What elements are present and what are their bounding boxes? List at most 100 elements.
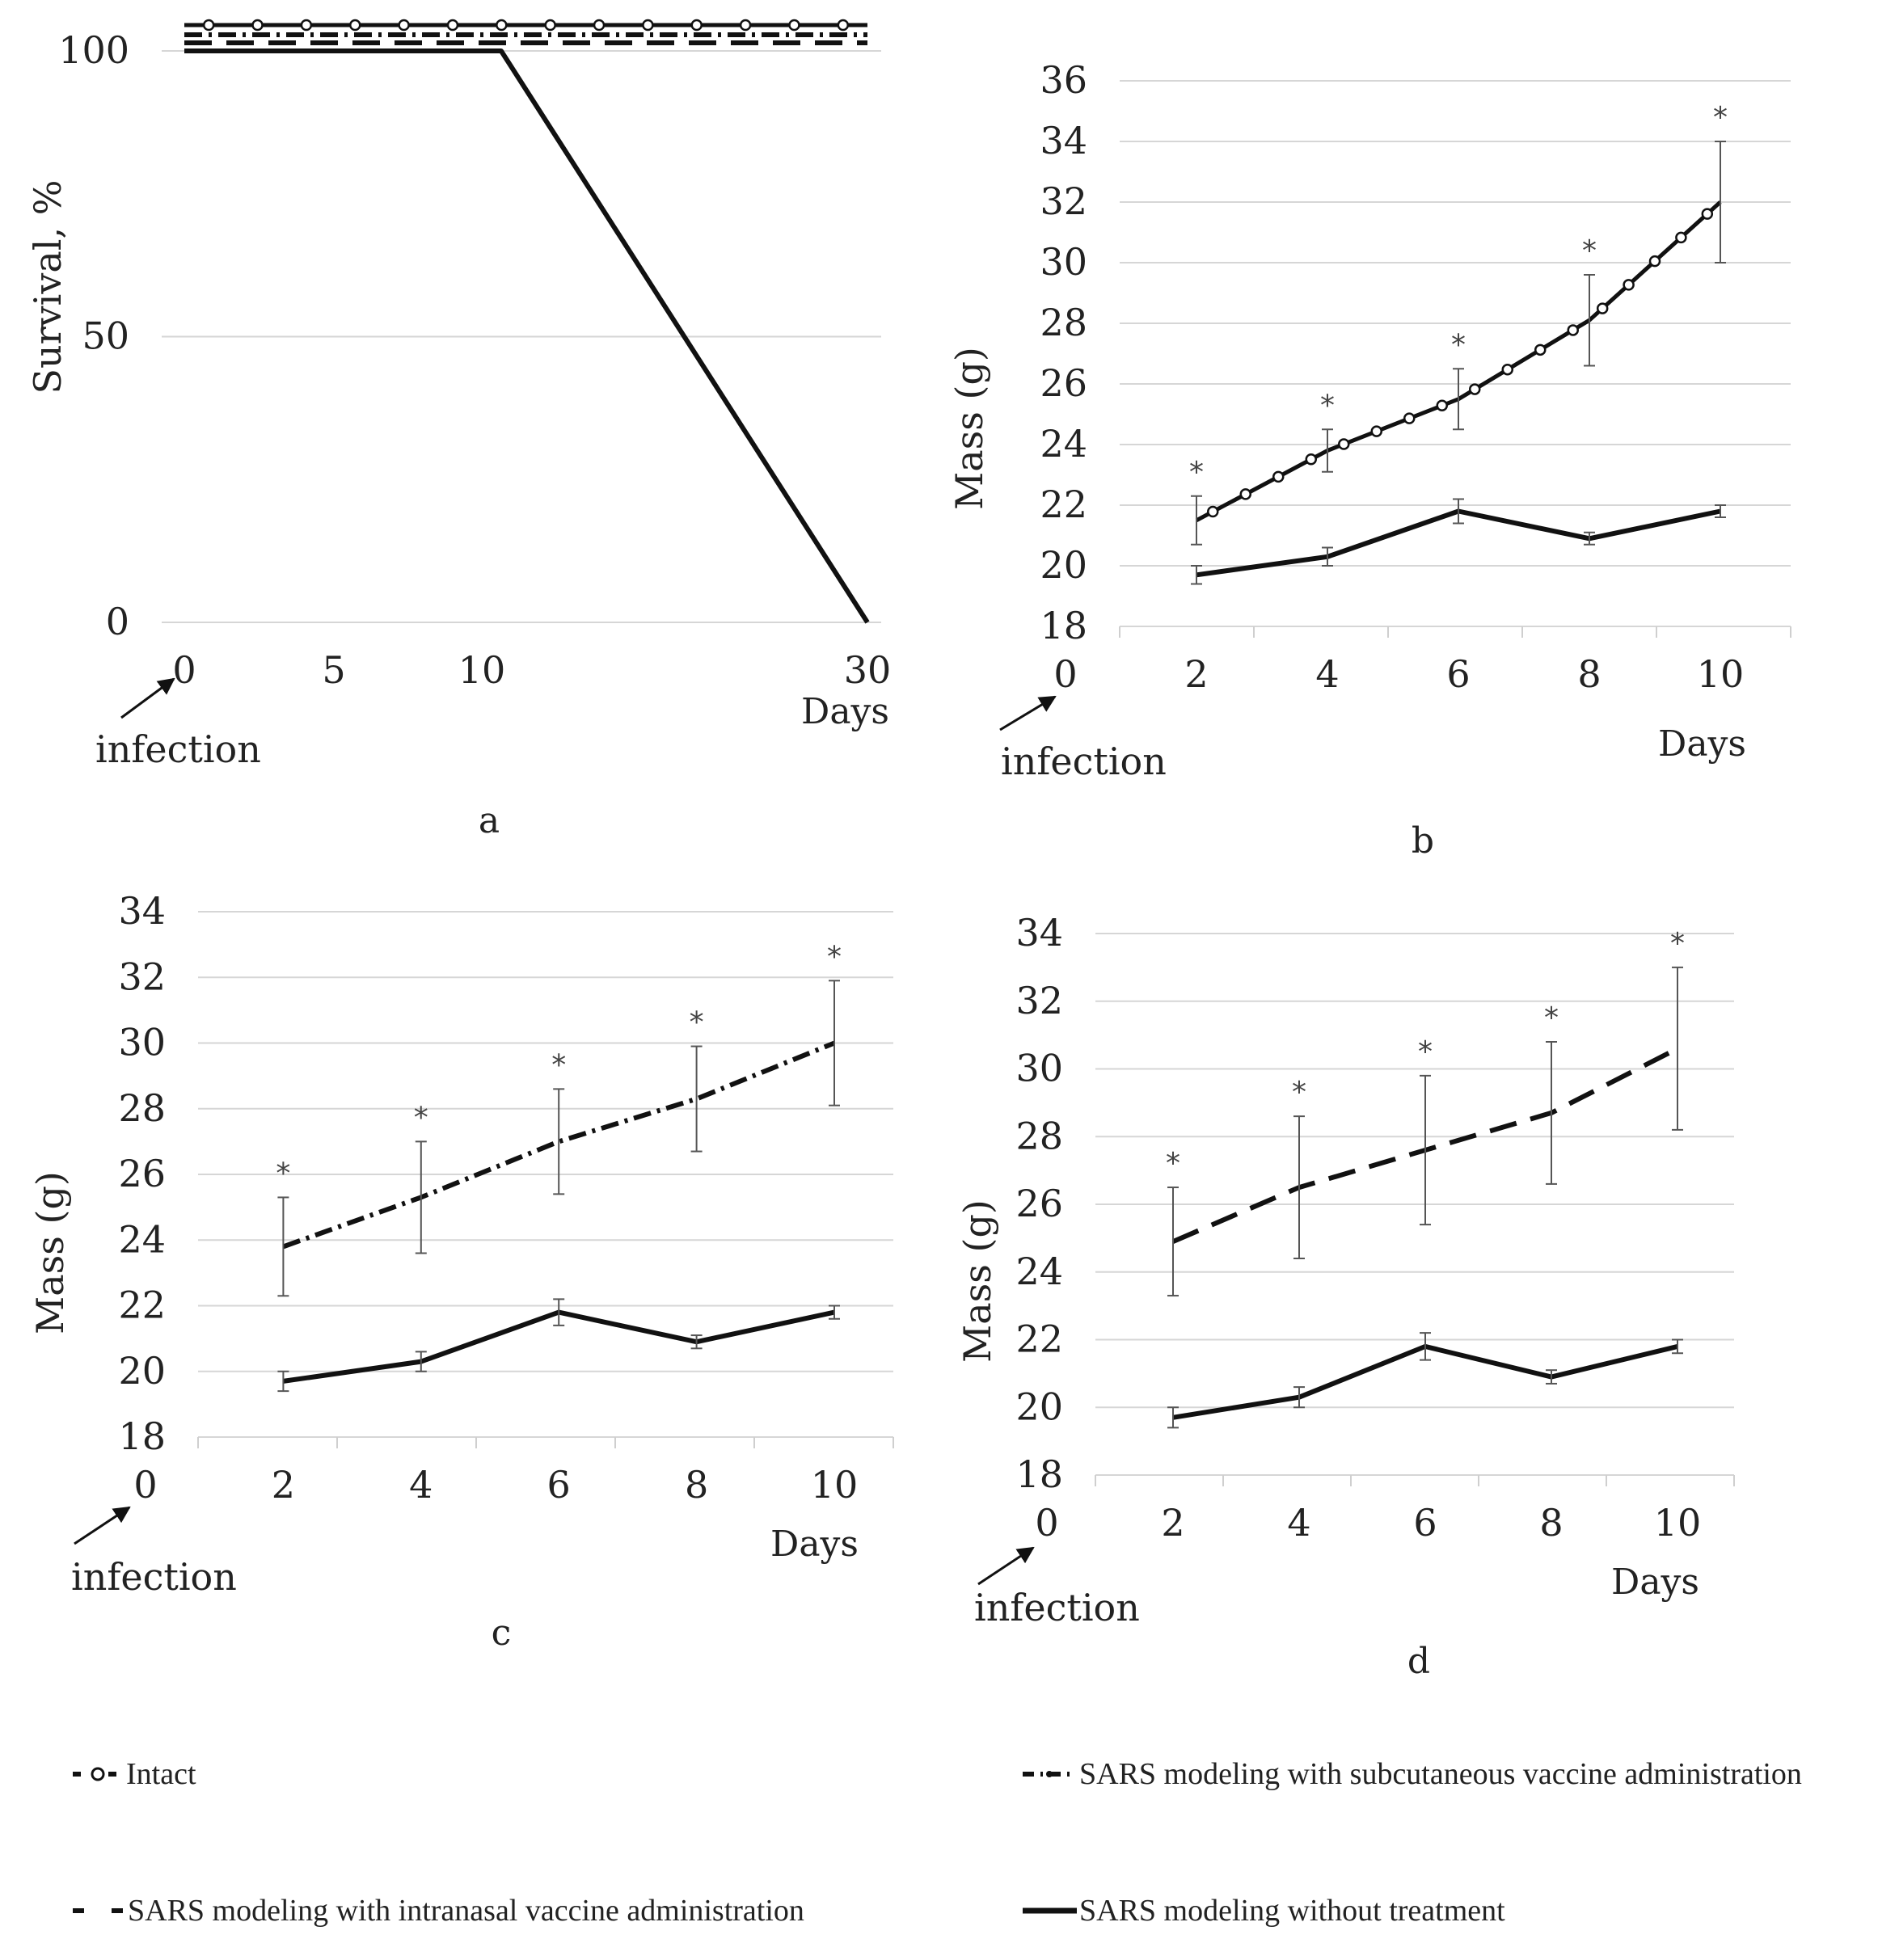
panel-b-intact-marker xyxy=(1623,279,1635,291)
panel-d-x-tick-label: 8 xyxy=(1539,1501,1563,1545)
panel-c-y-tick-label: 22 xyxy=(118,1283,166,1327)
panel-b-y-tick-label: 20 xyxy=(1040,543,1087,587)
panel-b-y-tick-label: 26 xyxy=(1040,361,1087,405)
panel-d-y-tick-label: 32 xyxy=(1015,979,1063,1022)
panel-d-significance-star: * xyxy=(1292,1076,1306,1109)
panel-a-intact-marker xyxy=(544,19,556,32)
panel-a-x-tick-label: 30 xyxy=(844,648,892,692)
panel-c-grid xyxy=(197,911,894,1448)
panel-c-significance-star: * xyxy=(551,1048,566,1081)
panel-b-y-tick-label: 32 xyxy=(1040,179,1087,223)
panel-b-intact-marker xyxy=(1338,438,1350,450)
panel-c-y-tick-label: 30 xyxy=(118,1021,166,1064)
panel-b-xlabel: Days xyxy=(1658,723,1746,765)
panel-b-significance-star: * xyxy=(1320,389,1335,422)
legend-label-untreated: SARS modeling without treatment xyxy=(1079,1894,1505,1928)
panel-c-significance-star: * xyxy=(414,1101,428,1134)
panel-b-intact-marker xyxy=(1469,383,1481,395)
legend-item-intranasal: SARS modeling with intranasal vaccine ad… xyxy=(73,1894,804,1928)
legend-item-intact: Intact xyxy=(73,1757,196,1791)
panel-d-significance-star: * xyxy=(1418,1035,1433,1069)
panel-c-xlabel: Days xyxy=(770,1524,859,1565)
panel-a-ylabel: Survival, % xyxy=(26,180,70,394)
panel-b-intact-marker xyxy=(1534,344,1547,356)
panel-b-intact-marker xyxy=(1701,208,1714,220)
panel-a-series xyxy=(184,19,870,624)
panel-d-y-tick-label: 26 xyxy=(1015,1182,1063,1225)
panel-d-y-tick-label: 20 xyxy=(1015,1385,1063,1428)
panel-d-y-tick-label: 24 xyxy=(1015,1250,1063,1293)
panel-b-y-tick-label: 34 xyxy=(1040,119,1087,162)
panel-a-intact-marker xyxy=(349,19,361,32)
panel-b-significance-star: * xyxy=(1451,328,1466,361)
panel-c-ylabel: Mass (g) xyxy=(28,1171,72,1334)
panel-b-x-tick-label: 4 xyxy=(1315,652,1339,696)
panel-b-significance-star: * xyxy=(1713,101,1728,134)
panel-d-significance-star: * xyxy=(1544,1001,1559,1035)
panel-a-intact-marker xyxy=(251,19,264,32)
panel-b-y-tick-label: 24 xyxy=(1040,422,1087,466)
panel-b-intact-marker xyxy=(1675,231,1687,244)
panel-b-intact-marker xyxy=(1403,412,1416,424)
panel-b-significance-star: * xyxy=(1582,234,1597,268)
panel-a-y-ticks: 0 50 100 xyxy=(58,28,129,643)
panel-d-letter: d xyxy=(1407,1641,1430,1682)
panel-c-y-ticks: 18 20 22 24 26 28 30 32 34 xyxy=(118,889,166,1458)
panel-a-grid xyxy=(162,50,881,623)
panel-a-x-tick-label: 5 xyxy=(322,648,345,692)
panel-d-x-tick-label: 10 xyxy=(1654,1501,1702,1545)
panel-c-x-tick-label: 0 xyxy=(133,1463,157,1507)
panel-b-x-tick-label: 8 xyxy=(1577,652,1601,696)
panel-c-x-tick-label: 10 xyxy=(811,1463,859,1507)
panel-d-y-tick-label: 18 xyxy=(1015,1452,1063,1496)
panel-b-intact-marker xyxy=(1239,488,1251,500)
legend-item-untreated: SARS modeling without treatment xyxy=(1023,1894,1505,1928)
panel-a-x-tick-label: 10 xyxy=(458,648,506,692)
panel-d-y-tick-label: 22 xyxy=(1015,1317,1063,1361)
legend-label-intranasal: SARS modeling with intranasal vaccine ad… xyxy=(128,1894,804,1928)
panel-a-y-tick-label: 50 xyxy=(82,314,129,358)
panel-d-infection-arrow xyxy=(977,1546,1035,1586)
panel-a-intact-marker xyxy=(837,19,850,32)
panel-b-x-ticks: 0 2 4 6 8 10 xyxy=(1053,652,1744,696)
panel-c-significance-star: * xyxy=(690,1006,704,1039)
panel-d-y-ticks: 18 20 22 24 26 28 30 32 34 xyxy=(1015,911,1063,1496)
panel-a-y-tick-label: 100 xyxy=(58,28,129,72)
panel-a-intact-marker xyxy=(300,19,313,32)
panel-b-x-tick-label: 6 xyxy=(1446,652,1470,696)
panel-b-series: * * * * * xyxy=(1189,101,1728,585)
panel-d-x-ticks: 0 2 4 6 8 10 xyxy=(1035,1501,1701,1545)
panel-b-y-tick-label: 30 xyxy=(1040,240,1087,284)
panel-d-significance-star: * xyxy=(1166,1147,1180,1180)
panel-a-y-tick-label: 0 xyxy=(106,600,129,643)
panel-d-infection-label: infection xyxy=(974,1586,1140,1629)
panel-b-intact-marker xyxy=(1648,255,1661,268)
panel-a-intact-marker xyxy=(496,19,508,32)
legend: Intact SARS modeling with subcutaneous v… xyxy=(73,1757,1802,1928)
panel-d-ylabel: Mass (g) xyxy=(956,1199,999,1363)
legend-label-subcutaneous: SARS modeling with subcutaneous vaccine … xyxy=(1079,1757,1802,1791)
panel-b-intact-marker xyxy=(1436,399,1448,411)
panel-b-y-tick-label: 22 xyxy=(1040,483,1087,526)
panel-b-ylabel: Mass (g) xyxy=(947,347,991,510)
panel-a-intact-marker xyxy=(788,19,800,32)
panel-a-x-tick-label: 0 xyxy=(172,648,196,692)
panel-d-x-tick-label: 2 xyxy=(1161,1501,1184,1545)
panel-c-series-line-subcutaneous xyxy=(282,1040,836,1250)
panel-a-intact-marker xyxy=(642,19,654,32)
panel-a-intact-marker xyxy=(398,19,410,32)
panel-b-intact-marker xyxy=(1370,425,1382,437)
panel-b-intact-marker xyxy=(1305,453,1317,466)
panel-a-infection-arrow xyxy=(120,677,175,719)
panel-b-grid xyxy=(1119,80,1791,638)
panel-b-intact-marker xyxy=(1207,505,1219,518)
panel-c-y-tick-label: 28 xyxy=(118,1086,166,1130)
panel-c-significance-star: * xyxy=(276,1157,290,1190)
legend-label-intact: Intact xyxy=(126,1757,196,1791)
panel-a-intact-marker xyxy=(739,19,752,32)
panel-b-infection-arrow xyxy=(999,695,1057,731)
panel-c-y-tick-label: 26 xyxy=(118,1152,166,1195)
